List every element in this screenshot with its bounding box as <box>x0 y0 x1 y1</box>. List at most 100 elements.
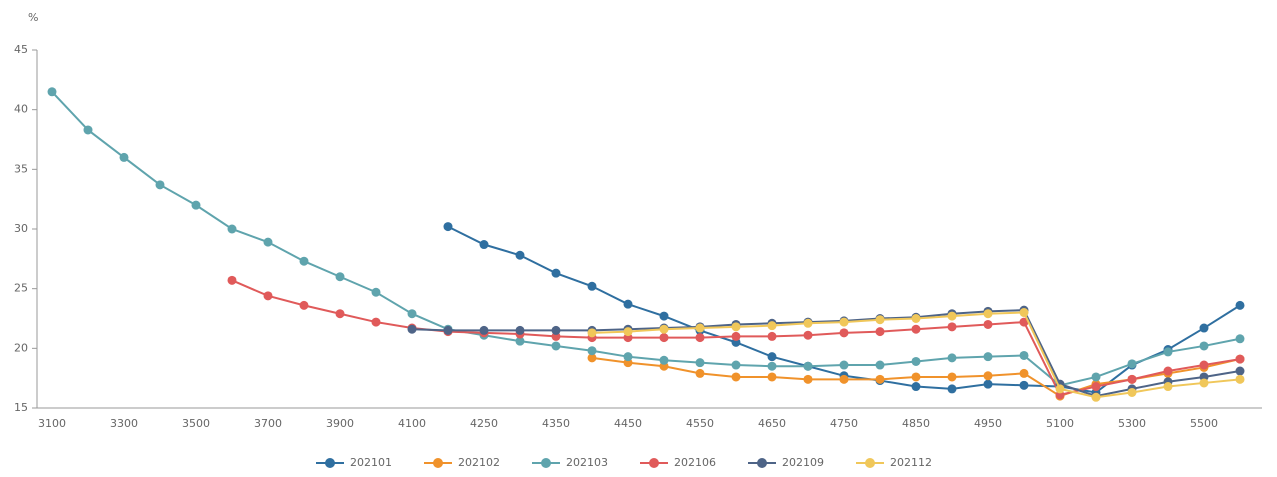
x-tick-label: 3700 <box>254 417 282 430</box>
data-point <box>371 287 381 297</box>
data-point <box>947 372 957 382</box>
y-tick-label: 30 <box>14 222 28 235</box>
data-point <box>767 361 777 371</box>
x-tick-label: 4450 <box>614 417 642 430</box>
legend-marker <box>865 458 875 468</box>
data-point <box>515 250 525 260</box>
data-point <box>731 372 741 382</box>
data-point <box>983 379 993 389</box>
legend-marker <box>325 458 335 468</box>
data-point <box>443 222 453 232</box>
data-point <box>983 371 993 381</box>
x-tick-label: 4100 <box>398 417 426 430</box>
data-point <box>299 300 309 310</box>
data-point <box>839 374 849 384</box>
data-point <box>1019 350 1029 360</box>
data-point <box>1019 380 1029 390</box>
data-point <box>1235 374 1245 384</box>
data-point <box>479 240 489 250</box>
data-point <box>515 336 525 346</box>
data-point <box>1235 334 1245 344</box>
data-point <box>335 309 345 319</box>
x-tick-label: 3100 <box>38 417 66 430</box>
x-tick-label: 5100 <box>1046 417 1074 430</box>
y-tick-label: 35 <box>14 162 28 175</box>
data-point <box>695 358 705 368</box>
data-point <box>1163 366 1173 376</box>
data-point <box>983 309 993 319</box>
data-point <box>587 346 597 356</box>
x-tick-label: 4550 <box>686 417 714 430</box>
data-point <box>875 360 885 370</box>
data-point <box>767 321 777 331</box>
y-tick-label: 40 <box>14 103 28 116</box>
data-point <box>767 372 777 382</box>
legend-label: 202112 <box>890 456 932 469</box>
data-point <box>695 368 705 378</box>
data-point <box>983 319 993 329</box>
data-point <box>659 324 669 334</box>
data-point <box>875 315 885 325</box>
x-tick-label: 4650 <box>758 417 786 430</box>
data-point <box>1019 317 1029 327</box>
data-point <box>227 224 237 234</box>
data-point <box>839 328 849 338</box>
data-point <box>587 328 597 338</box>
data-point <box>1199 341 1209 351</box>
x-tick-label: 3900 <box>326 417 354 430</box>
legend-label: 202103 <box>566 456 608 469</box>
legend-marker <box>757 458 767 468</box>
data-point <box>587 353 597 363</box>
y-tick-label: 45 <box>14 43 28 56</box>
data-point <box>83 125 93 135</box>
y-tick-label: 20 <box>14 341 28 354</box>
data-point <box>407 324 417 334</box>
data-point <box>551 268 561 278</box>
legend-label: 202101 <box>350 456 392 469</box>
data-point <box>263 291 273 301</box>
data-point <box>839 317 849 327</box>
data-point <box>623 327 633 337</box>
data-point <box>371 317 381 327</box>
data-point <box>155 180 165 190</box>
data-point <box>947 384 957 394</box>
data-point <box>47 87 57 97</box>
data-point <box>299 256 309 266</box>
data-point <box>623 299 633 309</box>
data-point <box>911 314 921 323</box>
x-tick-label: 3300 <box>110 417 138 430</box>
data-point <box>479 325 489 335</box>
data-point <box>911 324 921 334</box>
data-point <box>587 281 597 291</box>
x-tick-label: 4950 <box>974 417 1002 430</box>
data-point <box>551 341 561 351</box>
series-line <box>51 91 1241 387</box>
data-point <box>947 322 957 332</box>
data-point <box>803 361 813 371</box>
data-point <box>1019 308 1029 318</box>
x-tick-label: 4250 <box>470 417 498 430</box>
data-point <box>875 374 885 384</box>
data-point <box>407 309 417 319</box>
data-point <box>1019 368 1029 378</box>
data-point <box>227 275 237 285</box>
data-point <box>803 374 813 384</box>
data-point <box>731 360 741 370</box>
data-point <box>947 311 957 321</box>
legend-marker <box>541 458 551 468</box>
data-point <box>191 200 201 210</box>
data-point <box>1127 387 1137 397</box>
data-point <box>1235 366 1245 376</box>
data-point <box>1163 382 1173 392</box>
legend-marker <box>433 458 443 468</box>
y-tick-label: 25 <box>14 282 28 295</box>
data-point <box>1127 374 1137 384</box>
data-point <box>731 331 741 341</box>
x-tick-label: 4750 <box>830 417 858 430</box>
legend-label: 202109 <box>782 456 824 469</box>
x-tick-label: 5500 <box>1190 417 1218 430</box>
data-point <box>1091 372 1101 382</box>
data-point <box>551 325 561 335</box>
data-point <box>1055 384 1065 394</box>
